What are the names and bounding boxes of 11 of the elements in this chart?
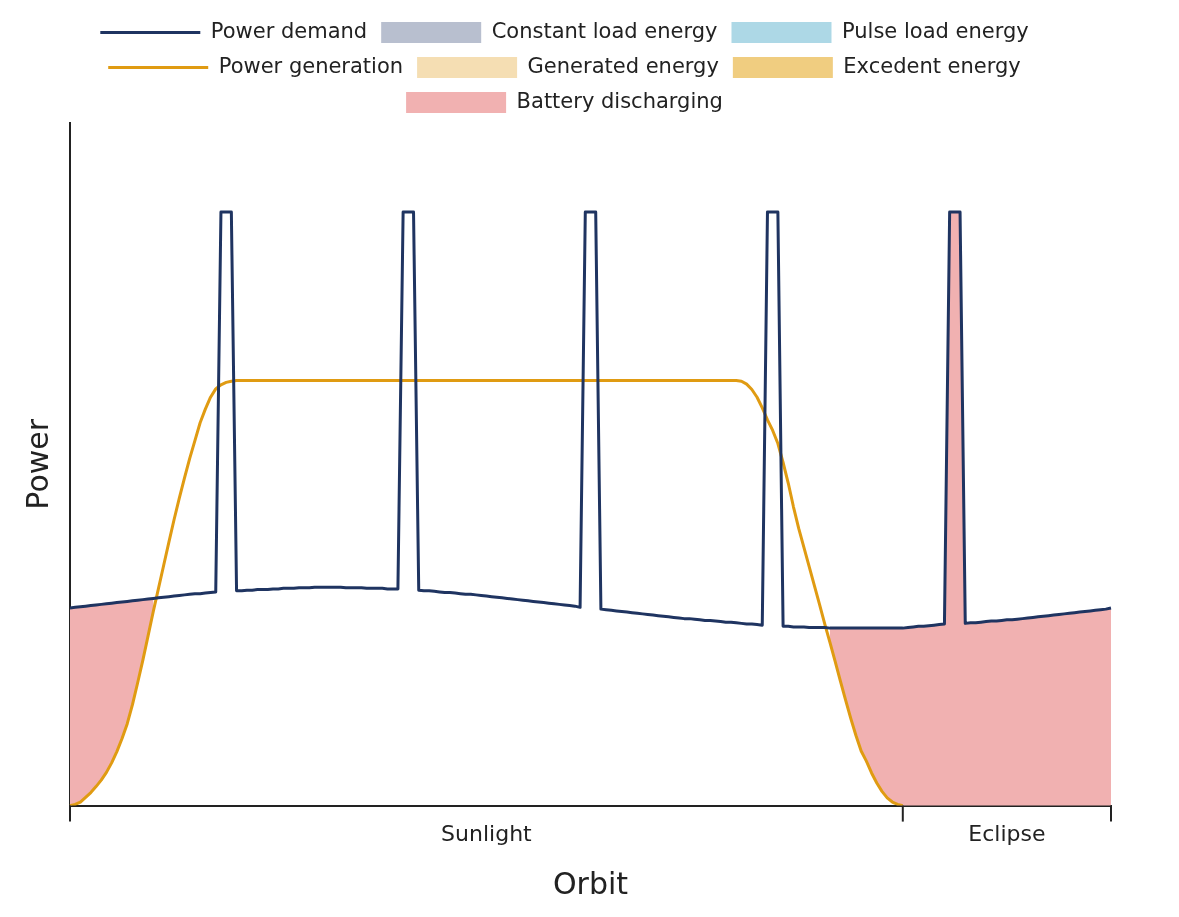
legend-label: Constant load energy [491, 18, 718, 43]
y-axis-title: Power [19, 418, 55, 510]
legend-label: Battery discharging [516, 88, 723, 113]
x-tick-label: Sunlight [441, 820, 533, 846]
x-axis-title: Orbit [552, 865, 629, 901]
legend-label: Power generation [218, 53, 404, 78]
legend-label: Pulse load energy [842, 18, 1029, 43]
legend-label: Excedent energy [843, 53, 1021, 78]
x-tick-label: Eclipse [968, 820, 1046, 846]
legend-label: Generated energy [527, 53, 719, 78]
legend-label: Power demand [210, 18, 368, 43]
